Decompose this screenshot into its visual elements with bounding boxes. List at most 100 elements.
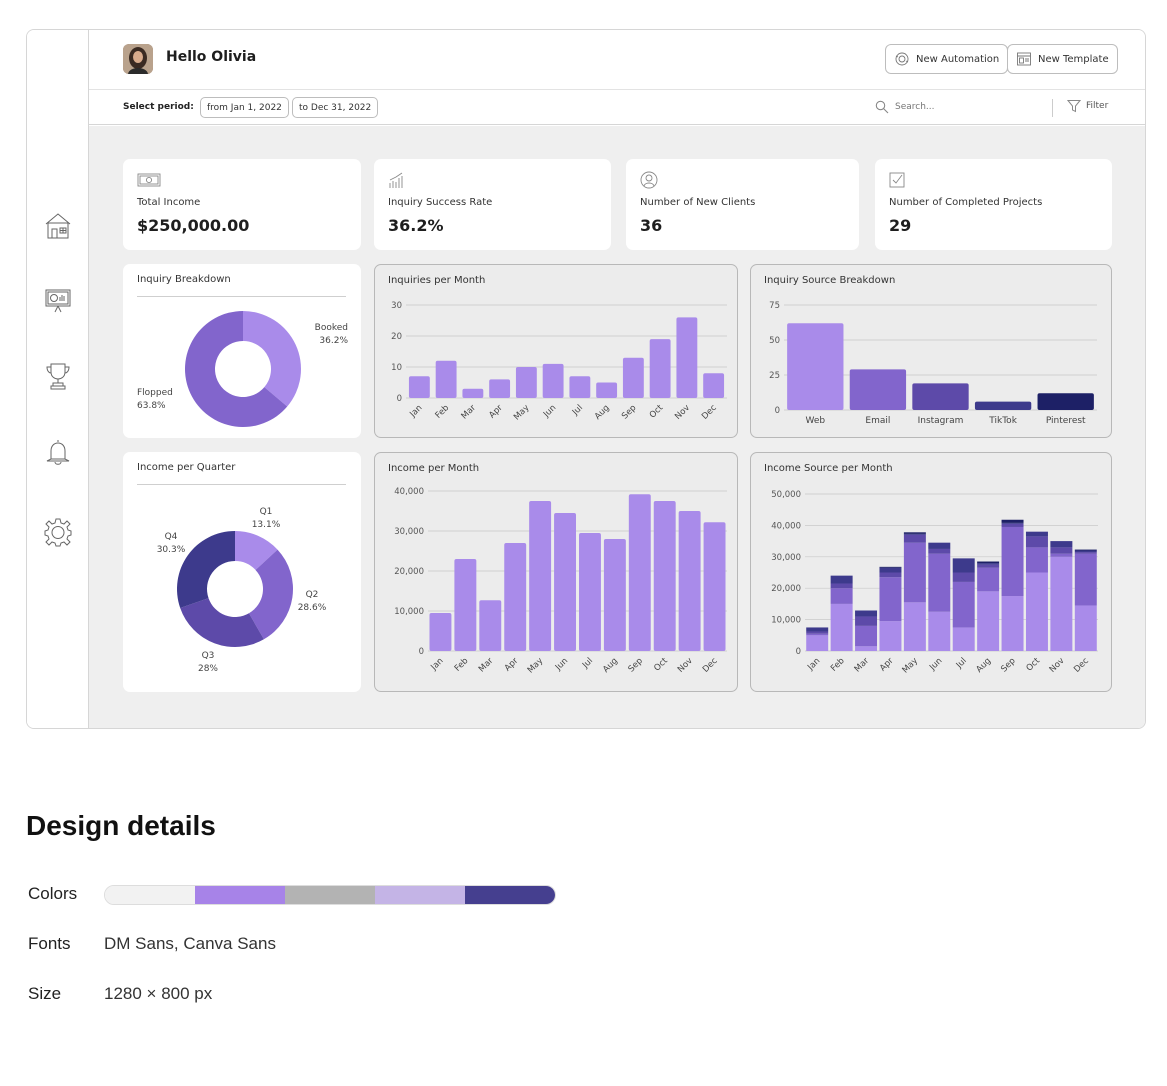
bar (678, 511, 701, 651)
size-value: 1280 × 800 px (104, 984, 213, 1003)
y-tick-label: 25 (769, 371, 780, 381)
donut-value-label: 30.3% (157, 545, 186, 555)
bar-segment (928, 542, 951, 549)
money-icon (137, 173, 161, 187)
fonts-value: DM Sans, Canva Sans (104, 934, 276, 953)
x-tick-label: May (526, 656, 546, 676)
kpi-label: Inquiry Success Rate (388, 197, 493, 208)
bar (622, 357, 644, 398)
bar-segment (977, 563, 1000, 565)
bar-segment (879, 621, 902, 651)
x-tick-label: Sep (999, 656, 1017, 674)
y-tick-label: 40,000 (771, 521, 801, 531)
bar-segment (903, 602, 926, 651)
bar-segment (903, 532, 926, 534)
kpi-value: 29 (889, 216, 912, 235)
y-tick-label: 50 (769, 336, 780, 346)
swatch (105, 886, 195, 904)
new-automation-button[interactable]: New Automation (885, 44, 1009, 74)
template-icon (1017, 52, 1031, 66)
bar (912, 383, 969, 410)
donut-label: Q4 (165, 532, 178, 542)
x-tick-label: TikTok (988, 416, 1017, 426)
y-tick-label: 20,000 (394, 567, 424, 577)
x-tick-label: Aug (593, 403, 612, 422)
user-icon (640, 171, 658, 189)
income-per-month-panel: Income per Month 0 10,000 20,000 30,000 40,0… (374, 452, 738, 692)
bar-segment (928, 611, 951, 651)
divider (137, 484, 346, 485)
bar-segment (903, 534, 926, 543)
bar-segment (830, 575, 853, 584)
donut-value-label: 13.1% (252, 520, 281, 530)
x-tick-label: Jun (541, 403, 558, 420)
bar-segment (879, 567, 902, 573)
bar (429, 613, 452, 651)
search-icon (875, 100, 889, 114)
inquiry-breakdown-donut: Booked 36.2% Flopped 63.8% (137, 311, 348, 427)
bar-segment (1074, 549, 1097, 551)
y-tick-label: 30 (391, 301, 402, 311)
bar-segment (806, 633, 829, 636)
user-avatar[interactable] (123, 44, 153, 74)
donut-value-label: 28% (198, 664, 218, 674)
inquiry-source-chart: 0 25 50 75 Web Email Instagram TikTok Pinterest (769, 301, 1097, 426)
x-tick-label: Jul (580, 656, 595, 671)
filter-button[interactable]: Filter (1067, 99, 1108, 113)
bell-icon[interactable] (41, 435, 75, 469)
home-icon[interactable] (41, 209, 75, 243)
design-details: Design details Colors Fonts DM Sans, Can… (26, 810, 626, 1030)
bar (554, 513, 577, 651)
x-tick-label: Oct (652, 656, 670, 674)
bar-segment (855, 646, 878, 651)
kpi-label: Number of Completed Projects (889, 197, 1043, 208)
divider (1052, 99, 1053, 117)
trophy-icon[interactable] (41, 359, 75, 393)
analytics-icon[interactable] (41, 283, 75, 317)
x-tick-label: Sep (620, 403, 638, 421)
inquiry-breakdown-card: Inquiry Breakdown Booked 36.2% Flopped 63.8… (123, 264, 361, 438)
kpi-value: $250,000.00 (137, 216, 250, 235)
bar (649, 339, 671, 398)
kpi-label: Total Income (137, 197, 201, 208)
bar (515, 367, 537, 398)
bar-segment (1074, 605, 1097, 651)
x-tick-label: Nov (673, 403, 692, 422)
bar (787, 323, 844, 410)
fonts-label: Fonts (28, 934, 71, 953)
y-tick-label: 0 (397, 394, 402, 404)
bar-segment (1050, 556, 1073, 651)
dashboard-content: Total Income $250,000.00 Inquiry Success… (89, 126, 1145, 728)
y-tick-label: 0 (775, 406, 780, 416)
bar-segment (903, 542, 926, 603)
x-tick-label: Aug (601, 656, 620, 675)
bar (1037, 393, 1094, 410)
income-source-panel: Income Source per Month 0 10,000 20,000 30,… (750, 452, 1112, 692)
x-tick-label: May (512, 403, 532, 423)
x-tick-label: Sep (627, 656, 645, 674)
x-tick-label: Mar (477, 656, 496, 675)
income-source-chart: 0 10,000 20,000 30,000 40,000 50,000 Jan Feb Mar… (771, 490, 1098, 676)
bar-segment (1001, 523, 1024, 527)
search-input[interactable]: Search... (875, 96, 1035, 118)
x-tick-label: Dec (1072, 656, 1091, 675)
bar (703, 522, 726, 651)
kpi-value: 36.2% (388, 216, 444, 235)
to-date-picker[interactable]: to Dec 31, 2022 (292, 97, 379, 118)
x-tick-label: Nov (1048, 656, 1067, 675)
bar-segment (855, 610, 878, 617)
donut-label: Q1 (260, 507, 273, 517)
kpi-value: 36 (640, 216, 663, 235)
bar-segment (952, 581, 975, 628)
filter-bar: Select period: from Jan 1, 2022 to Dec 3… (89, 91, 1145, 125)
bar-segment (1025, 536, 1048, 548)
chart-title: Income per Quarter (137, 462, 236, 473)
bar (462, 388, 484, 398)
swatch (285, 886, 375, 904)
bar (676, 317, 698, 398)
bar (408, 376, 430, 398)
new-template-button[interactable]: New Template (1007, 44, 1118, 74)
new-template-label: New Template (1038, 53, 1109, 65)
from-date-picker[interactable]: from Jan 1, 2022 (200, 97, 289, 118)
settings-gear-icon[interactable] (41, 515, 75, 549)
